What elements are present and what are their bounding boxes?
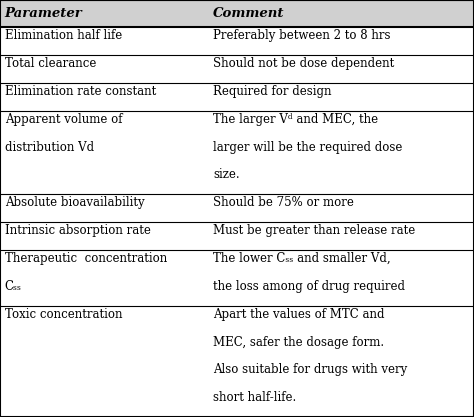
Text: Must be greater than release rate: Must be greater than release rate <box>213 224 416 237</box>
Text: Apart the values of MTC and: Apart the values of MTC and <box>213 308 385 321</box>
Text: Should not be dose dependent: Should not be dose dependent <box>213 57 394 70</box>
Text: Total clearance: Total clearance <box>5 57 96 70</box>
Text: Therapeutic  concentration: Therapeutic concentration <box>5 252 167 265</box>
Text: Also suitable for drugs with very: Also suitable for drugs with very <box>213 363 408 377</box>
Text: Toxic concentration: Toxic concentration <box>5 308 122 321</box>
Text: Apparent volume of: Apparent volume of <box>5 113 122 126</box>
Text: Elimination rate constant: Elimination rate constant <box>5 85 156 98</box>
Text: short half-life.: short half-life. <box>213 391 297 404</box>
Bar <box>0 0 474 27</box>
Text: Preferably between 2 to 8 hrs: Preferably between 2 to 8 hrs <box>213 29 391 42</box>
Text: MEC, safer the dosage form.: MEC, safer the dosage form. <box>213 336 384 349</box>
Text: Comment: Comment <box>213 7 285 20</box>
Text: The lower Cₛₛ and smaller Vd,: The lower Cₛₛ and smaller Vd, <box>213 252 391 265</box>
Text: Cₛₛ: Cₛₛ <box>5 280 22 293</box>
Text: Elimination half life: Elimination half life <box>5 29 122 42</box>
Text: size.: size. <box>213 168 240 181</box>
Text: Parameter: Parameter <box>5 7 82 20</box>
Text: Should be 75% or more: Should be 75% or more <box>213 196 354 209</box>
Text: distribution Vd: distribution Vd <box>5 141 94 153</box>
Text: Required for design: Required for design <box>213 85 332 98</box>
Text: Absolute bioavailability: Absolute bioavailability <box>5 196 145 209</box>
Text: Intrinsic absorption rate: Intrinsic absorption rate <box>5 224 151 237</box>
Text: larger will be the required dose: larger will be the required dose <box>213 141 403 153</box>
Text: The larger Vᵈ and MEC, the: The larger Vᵈ and MEC, the <box>213 113 378 126</box>
Text: the loss among of drug required: the loss among of drug required <box>213 280 405 293</box>
